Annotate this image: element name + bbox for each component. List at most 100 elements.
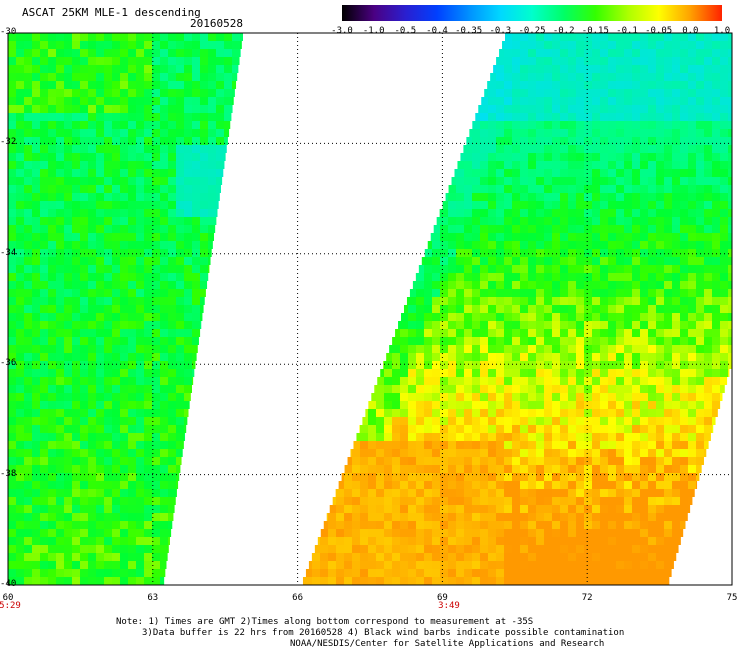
data-cell: [112, 361, 120, 369]
data-cell: [72, 233, 80, 241]
data-cell: [536, 121, 544, 129]
data-cell: [384, 449, 392, 457]
data-cell: [128, 513, 136, 521]
data-cell: [568, 201, 576, 209]
data-cell: [152, 337, 160, 345]
data-cell: [496, 505, 504, 513]
data-cell: [664, 441, 672, 449]
data-cell: [368, 513, 376, 521]
data-cell: [192, 361, 196, 369]
data-cell: [448, 513, 456, 521]
data-cell: [168, 65, 176, 73]
data-cell: [392, 441, 400, 449]
data-cell: [120, 113, 128, 121]
data-cell: [568, 169, 576, 177]
color-scale-label: -0.25: [518, 26, 546, 36]
data-cell: [128, 257, 136, 265]
data-cell: [152, 449, 160, 457]
data-cell: [544, 505, 552, 513]
data-cell: [40, 393, 48, 401]
data-cell: [664, 433, 672, 441]
data-cell: [672, 313, 680, 321]
data-cell: [576, 497, 584, 505]
data-cell: [576, 369, 584, 377]
data-cell: [472, 393, 480, 401]
data-cell: [664, 457, 672, 465]
data-cell: [520, 353, 528, 361]
data-cell: [112, 521, 120, 529]
data-cell: [192, 121, 200, 129]
data-cell: [192, 145, 200, 153]
data-cell: [608, 97, 616, 105]
data-cell: [16, 273, 24, 281]
data-cell: [544, 353, 552, 361]
data-cell: [160, 113, 168, 121]
data-cell: [472, 177, 480, 185]
data-cell: [64, 49, 72, 57]
data-cell: [640, 537, 648, 545]
data-cell: [144, 497, 152, 505]
data-cell: [216, 161, 224, 169]
data-cell: [200, 273, 208, 281]
data-cell: [520, 281, 528, 289]
data-cell: [448, 225, 456, 233]
data-cell: [536, 145, 544, 153]
data-cell: [600, 505, 608, 513]
data-cell: [72, 57, 80, 65]
data-cell: [528, 417, 536, 425]
data-cell: [88, 457, 96, 465]
data-cell: [40, 121, 48, 129]
data-cell: [520, 113, 528, 121]
data-cell: [712, 49, 720, 57]
data-cell: [680, 417, 688, 425]
data-cell: [592, 497, 600, 505]
data-cell: [88, 257, 96, 265]
data-cell: [696, 81, 704, 89]
data-cell: [240, 49, 241, 57]
data-cell: [632, 473, 640, 481]
data-cell: [48, 177, 56, 185]
data-cell: [16, 257, 24, 265]
data-cell: [696, 225, 704, 233]
data-cell: [456, 321, 464, 329]
data-cell: [480, 401, 488, 409]
data-cell: [32, 145, 40, 153]
data-cell: [360, 481, 368, 489]
data-cell: [88, 289, 96, 297]
data-cell: [400, 361, 408, 369]
data-cell: [64, 177, 72, 185]
data-cell: [232, 97, 234, 105]
data-cell: [48, 449, 56, 457]
data-cell: [64, 233, 72, 241]
data-cell: [176, 49, 184, 57]
data-cell: [648, 257, 656, 265]
data-cell: [120, 329, 128, 337]
data-cell: [632, 49, 640, 57]
data-cell: [184, 33, 192, 41]
data-cell: [688, 401, 696, 409]
data-cell: [720, 145, 728, 153]
data-cell: [136, 49, 144, 57]
data-cell: [160, 465, 168, 473]
data-cell: [88, 497, 96, 505]
data-cell: [16, 457, 24, 465]
data-cell: [40, 449, 48, 457]
data-cell: [528, 497, 536, 505]
data-cell: [600, 257, 608, 265]
data-cell: [104, 33, 112, 41]
data-cell: [408, 553, 416, 561]
data-cell: [704, 313, 712, 321]
data-cell: [624, 497, 632, 505]
data-cell: [632, 321, 640, 329]
data-cell: [576, 361, 584, 369]
data-cell: [592, 201, 600, 209]
data-cell: [144, 65, 152, 73]
data-cell: [672, 217, 680, 225]
data-cell: [80, 121, 88, 129]
data-cell: [728, 169, 732, 177]
data-cell: [176, 177, 184, 185]
data-cell: [200, 49, 208, 57]
data-cell: [696, 433, 704, 441]
data-cell: [392, 505, 400, 513]
data-cell: [184, 433, 186, 441]
